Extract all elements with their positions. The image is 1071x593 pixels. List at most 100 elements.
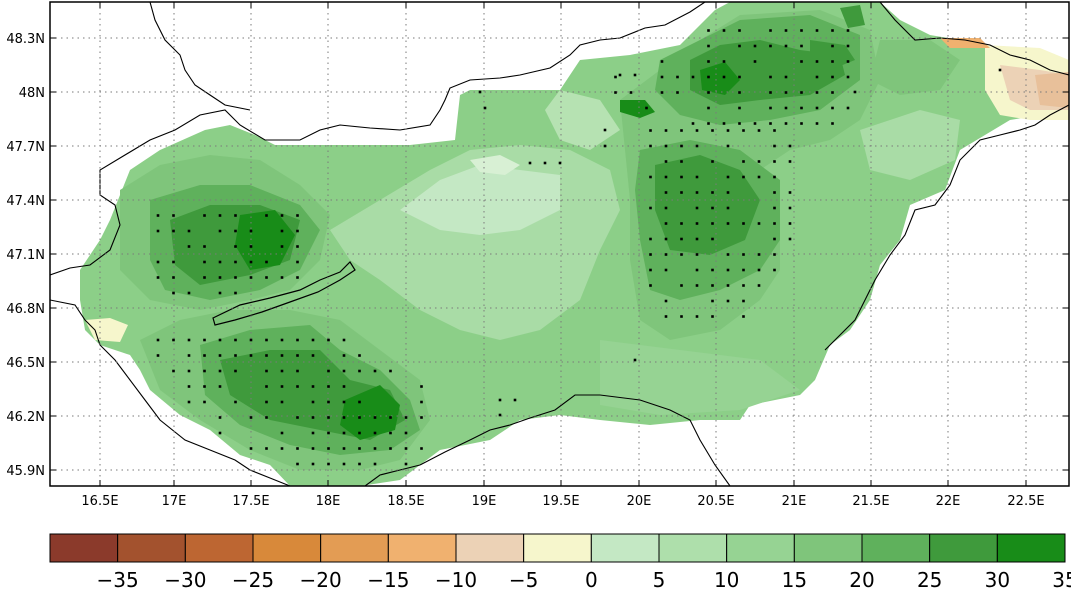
significance-dot xyxy=(249,447,253,450)
significance-dot xyxy=(726,206,730,210)
significance-dot xyxy=(738,29,741,32)
significance-dot xyxy=(649,206,652,210)
significance-dot xyxy=(788,144,792,148)
significance-dot xyxy=(234,229,237,233)
significance-dot xyxy=(296,385,299,388)
significance-dot xyxy=(513,398,517,402)
significance-dot xyxy=(156,214,160,217)
significance-dot xyxy=(156,260,160,264)
east-dot-dark xyxy=(810,40,855,70)
significance-dot xyxy=(234,400,237,404)
x-tick-label: 16.5E xyxy=(81,494,118,509)
significance-dot xyxy=(831,75,834,79)
significance-dot xyxy=(373,462,377,466)
significance-dot xyxy=(265,260,268,264)
colorbar-labels: −35 −30 −25 −20 −15 −10 −5 0 5 10 15 20 25 30 35 xyxy=(97,568,1071,592)
significance-dot xyxy=(680,315,683,318)
significance-dot xyxy=(203,260,206,264)
significance-dot xyxy=(249,416,253,419)
colorbar-label: −15 xyxy=(367,568,409,592)
significance-dot xyxy=(784,44,788,48)
significance-dot xyxy=(633,73,637,77)
significance-dot xyxy=(769,75,772,79)
significance-dots xyxy=(156,29,1002,466)
y-tick-label: 45.9N xyxy=(6,464,45,479)
significance-dot xyxy=(218,431,222,435)
significance-dot xyxy=(742,222,745,225)
significance-dot xyxy=(280,385,284,388)
significance-dot xyxy=(373,369,377,373)
significance-dot xyxy=(680,160,683,163)
significance-dot xyxy=(218,276,222,279)
significance-dot xyxy=(711,284,714,287)
significance-dot xyxy=(707,29,710,32)
significance-dot xyxy=(664,129,668,132)
significance-dot xyxy=(296,245,299,248)
significance-dot xyxy=(234,276,237,279)
significance-dot xyxy=(695,144,699,148)
significance-dot xyxy=(800,29,803,32)
plot-frame xyxy=(49,1,1070,487)
x-tick-label: 21E xyxy=(782,494,807,509)
significance-dot xyxy=(738,75,741,79)
significance-dot xyxy=(203,354,206,357)
significance-dot xyxy=(280,447,284,450)
significance-dot xyxy=(296,229,299,233)
colorbar-swatch xyxy=(320,533,389,563)
significance-dot xyxy=(711,222,714,225)
ne-tip-dark xyxy=(840,5,865,28)
significance-dot xyxy=(389,369,392,373)
north-darkest-patch xyxy=(700,62,740,95)
significance-dot xyxy=(769,106,772,110)
significance-dot xyxy=(707,122,710,125)
significance-dot xyxy=(649,268,652,272)
x-tick-label: 21.5E xyxy=(852,494,889,509)
significance-dot xyxy=(358,416,361,419)
significance-dot xyxy=(831,29,834,32)
significance-dot xyxy=(784,106,788,110)
significance-dot xyxy=(757,268,761,272)
significance-dot xyxy=(773,160,776,163)
colorbar-label: 25 xyxy=(917,568,942,592)
significance-dot xyxy=(218,338,222,342)
south-darkest-core xyxy=(340,385,400,440)
lake-balaton xyxy=(212,261,356,326)
significance-dot xyxy=(218,385,222,388)
significance-dot xyxy=(296,276,299,279)
significance-dot xyxy=(695,206,699,210)
significance-dot xyxy=(404,462,408,466)
significance-dot xyxy=(156,229,160,233)
significance-dot xyxy=(815,60,819,63)
significance-dot xyxy=(311,462,315,466)
significance-dot xyxy=(664,315,668,318)
significance-dot xyxy=(234,338,237,342)
significance-dot xyxy=(680,144,683,148)
significance-dot xyxy=(788,191,792,194)
significance-dot xyxy=(296,369,299,373)
significance-dot xyxy=(773,144,776,148)
significance-dot xyxy=(327,338,330,342)
significance-dot xyxy=(788,222,792,225)
significance-dot xyxy=(676,91,679,94)
significance-dot xyxy=(249,276,253,279)
x-tick-labels: 16.5E 17E 17.5E 18E 18.5E 19E 19.5E 20E … xyxy=(81,494,1044,509)
significance-dot xyxy=(788,206,792,210)
country-borders xyxy=(50,2,1069,486)
colorbar-swatch xyxy=(184,533,254,563)
significance-dot xyxy=(784,29,788,32)
significance-dot xyxy=(726,299,730,303)
significance-dot xyxy=(311,385,315,388)
significance-dot xyxy=(172,338,175,342)
significance-dot xyxy=(726,253,730,256)
significance-dot xyxy=(373,416,377,419)
east-bump-medium xyxy=(870,40,960,95)
significance-dot xyxy=(769,29,772,32)
significance-dot xyxy=(296,416,299,419)
significance-dot xyxy=(358,431,361,435)
significance-dot xyxy=(695,284,699,287)
significance-dot xyxy=(664,237,668,241)
significance-dot xyxy=(726,175,730,179)
significance-dot xyxy=(218,291,222,295)
significance-dot xyxy=(695,129,699,132)
significance-dot xyxy=(187,385,191,388)
